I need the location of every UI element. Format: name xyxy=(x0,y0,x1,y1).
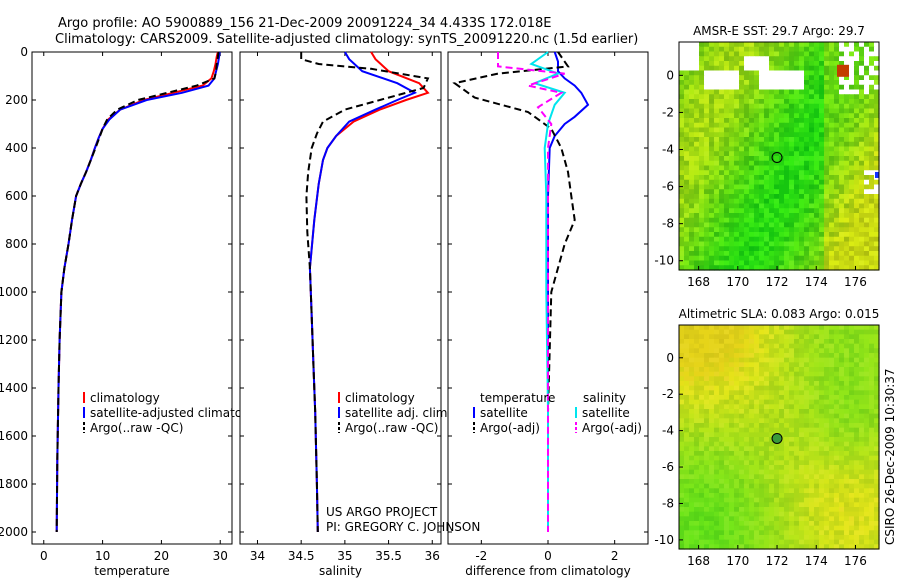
salinity-legend-1-label: satellite adj. clim. xyxy=(345,406,451,420)
depth-tick-label: 800 xyxy=(5,237,28,251)
temperature-legend-0-label: climatology xyxy=(90,391,160,405)
salinity-panel: 34 34.5 35 35.5 36 salinity climatologysatelli… xyxy=(239,51,451,578)
salinity-legend-2-label: Argo(..raw -QC) xyxy=(345,421,438,435)
depth-tick-label: 1800 xyxy=(0,477,28,491)
sla-argo-position-marker xyxy=(771,432,783,444)
sst-edge-cell xyxy=(875,171,879,178)
sst-argo-position-marker xyxy=(771,151,783,163)
depth-tick-label: 600 xyxy=(5,189,28,203)
difference-x-axis-label: difference from climatology xyxy=(465,564,631,578)
sst-heatmap-cells xyxy=(679,42,880,271)
difference-series-temperature-argo-adj- xyxy=(452,51,576,532)
sla-y-tick-label: -10 xyxy=(654,533,674,547)
salinity-x-axis-label: salinity xyxy=(319,564,362,578)
depth-tick-label: 0 xyxy=(20,45,28,59)
sst-hotspot-cell xyxy=(837,64,849,77)
difference-legend-0-label: satellite xyxy=(480,406,528,420)
difference-legend-1-label: Argo(-adj) xyxy=(480,421,540,435)
sla-x-tick-label: 172 xyxy=(766,554,789,568)
sla-x-tick-label: 176 xyxy=(844,554,867,568)
temperature-x-tick-label: 20 xyxy=(154,549,169,563)
sst-y-tick-label: -2 xyxy=(662,105,674,119)
sst-x-tick-label: 168 xyxy=(687,275,710,289)
temperature-x-tick-label: 30 xyxy=(213,549,228,563)
salinity-x-tick-label: 36 xyxy=(425,549,440,563)
difference-x-tick-label: 0 xyxy=(544,549,552,563)
temperature-series-argo-raw-qc- xyxy=(55,51,220,533)
sst-y-tick-label: 0 xyxy=(666,68,674,82)
temperature-axes-frame xyxy=(31,51,233,545)
temperature-legend-1-label: satellite-adjusted climatology xyxy=(90,406,268,420)
sst-x-tick-label: 176 xyxy=(844,275,867,289)
temperature-x-axis-label: temperature xyxy=(94,564,169,578)
salinity-x-tick-label: 34.5 xyxy=(288,549,315,563)
salinity-legend-0-label: climatology xyxy=(345,391,415,405)
salinity-axes-frame xyxy=(239,51,442,545)
depth-tick-label: 1600 xyxy=(0,429,28,443)
salinity-series-argo-raw-qc- xyxy=(300,52,430,533)
temperature-x-tick-label: 10 xyxy=(95,549,110,563)
salinity-x-tick-label: 35.5 xyxy=(375,549,402,563)
difference-legend-2-label: satellite xyxy=(582,406,630,420)
sla-y-tick-label: -6 xyxy=(662,460,674,474)
sst-y-tick-label: -4 xyxy=(662,143,674,157)
sla-x-tick-label: 170 xyxy=(726,554,749,568)
depth-tick-label: 1000 xyxy=(0,285,28,299)
sst-map-frame xyxy=(678,41,880,271)
temperature-panel: 0 10 20 30 0 200 400 600 800 1000 1200 1400 1600 1800… xyxy=(0,45,268,578)
difference-x-tick-label: -2 xyxy=(475,549,487,563)
sst-map-title: AMSR-E SST: 29.7 Argo: 29.7 xyxy=(693,24,865,38)
sst-x-tick-label: 174 xyxy=(805,275,828,289)
sla-map-frame xyxy=(678,324,880,550)
sla-y-tick-label: -8 xyxy=(662,496,674,510)
difference-x-tick-label: 2 xyxy=(611,549,619,563)
sst-x-tick-label: 170 xyxy=(726,275,749,289)
credits-line-1: US ARGO PROJECT xyxy=(326,505,438,519)
sla-map-title: Altimetric SLA: 0.083 Argo: 0.015 xyxy=(679,307,880,321)
sst-y-tick-label: -8 xyxy=(662,217,674,231)
difference-legend-3-label: Argo(-adj) xyxy=(582,421,642,435)
sla-y-tick-label: 0 xyxy=(666,351,674,365)
header-line-1: Argo profile: AO 5900889_156 21-Dec-2009… xyxy=(58,16,552,31)
sst-y-tick-label: -10 xyxy=(654,254,674,268)
header-line-2: Climatology: CARS2009. Satellite-adjuste… xyxy=(55,32,638,47)
credits-line-2: PI: GREGORY C. JOHNSON xyxy=(326,520,480,534)
timestamp-stamp: CSIRO 26-Dec-2009 10:30:37 xyxy=(883,368,897,545)
sla-y-tick-label: -2 xyxy=(662,387,674,401)
sst-x-tick-label: 172 xyxy=(766,275,789,289)
depth-tick-label: 400 xyxy=(5,141,28,155)
difference-legend-title-temp: temperature xyxy=(480,391,555,405)
depth-tick-label: 2000 xyxy=(0,525,28,539)
depth-tick-label: 200 xyxy=(5,93,28,107)
sla-map-panel: Altimetric SLA: 0.083 Argo: 0.015 168 170 1… xyxy=(654,307,880,568)
depth-tick-label: 1400 xyxy=(0,381,28,395)
sst-map-panel: AMSR-E SST: 29.7 Argo: 29.7 168 170 172 174 1… xyxy=(654,24,880,289)
sst-y-tick-label: -6 xyxy=(662,180,674,194)
sla-x-tick-label: 174 xyxy=(805,554,828,568)
salinity-x-tick-label: 35 xyxy=(337,549,352,563)
sla-y-tick-label: -4 xyxy=(662,424,674,438)
sla-heatmap-cells xyxy=(679,325,880,550)
difference-legend-title-sal: salinity xyxy=(583,391,626,405)
salinity-x-tick-label: 34 xyxy=(250,549,265,563)
temperature-legend-2-label: Argo(..raw -QC) xyxy=(90,421,183,435)
depth-tick-label: 1200 xyxy=(0,333,28,347)
sla-x-tick-label: 168 xyxy=(687,554,710,568)
difference-series-salinity-argo-adj- xyxy=(497,52,566,532)
temperature-x-tick-label: 0 xyxy=(40,549,48,563)
